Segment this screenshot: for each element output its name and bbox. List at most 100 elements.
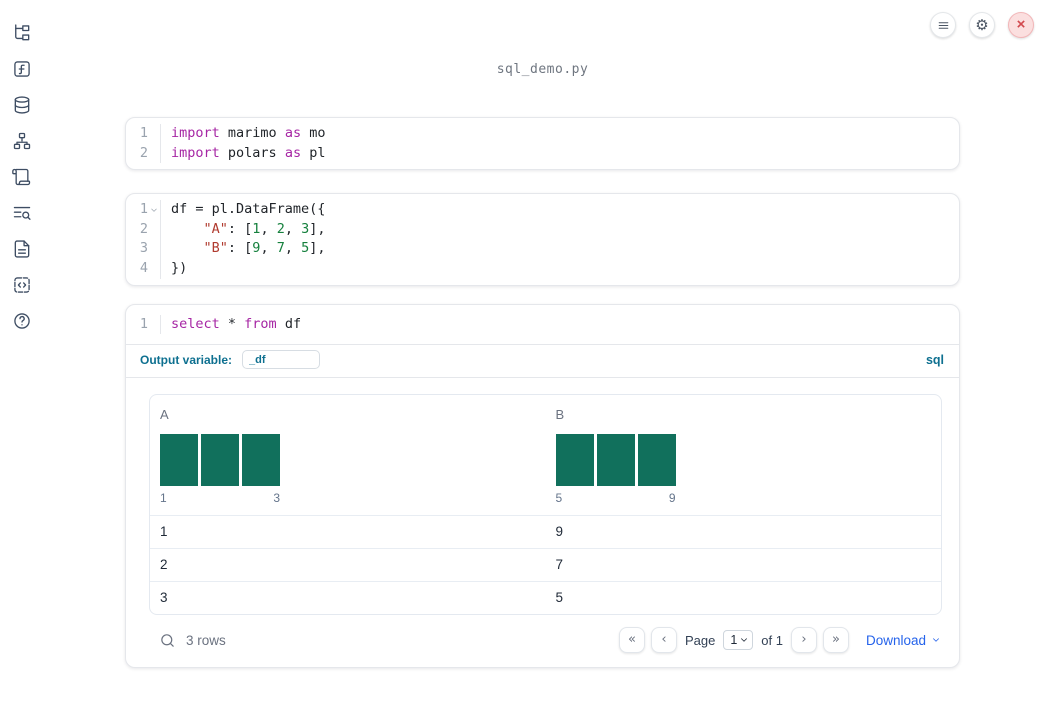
line-number-gutter: 2: [126, 219, 161, 240]
search-button[interactable]: [159, 632, 176, 649]
histogram-bar: [201, 434, 239, 487]
table-cell: 7: [555, 557, 564, 573]
line-number-gutter: 3: [126, 239, 161, 259]
code-line[interactable]: 2 "A": [1, 2, 3],: [126, 219, 959, 240]
chevron-down-icon: [741, 638, 748, 642]
sidebar-item-help[interactable]: [12, 311, 32, 331]
document-icon: [14, 240, 30, 258]
file-tree-icon: [15, 24, 30, 41]
settings-button[interactable]: ⚙: [969, 12, 995, 38]
sidebar-item-logs[interactable]: [12, 167, 32, 187]
network-icon: [13, 132, 31, 150]
code-line[interactable]: 2 import polars as pl: [126, 143, 959, 164]
pagination: « ‹ Page 1 of 1 › »: [618, 627, 849, 654]
prev-page-button[interactable]: ‹: [650, 627, 677, 654]
row-count: 3 rows: [186, 632, 226, 648]
table-cell: 2: [160, 557, 168, 573]
first-page-button[interactable]: «: [618, 627, 645, 654]
notebook-filename: sql_demo.py: [496, 62, 589, 77]
sidebar-item-outline-search[interactable]: [12, 203, 32, 223]
column-name: B: [555, 407, 565, 423]
scroll-icon: [12, 168, 31, 186]
code-block-icon: [14, 277, 30, 293]
close-icon: ×: [1016, 16, 1026, 33]
code-editor[interactable]: 1 df = pl.DataFrame({2 "A": [1, 2, 3], 3 "…: [126, 194, 959, 284]
line-number-gutter: 2: [126, 143, 161, 164]
histogram-bar: [555, 434, 594, 487]
language-badge: sql: [925, 352, 944, 367]
download-label: Download: [865, 632, 926, 648]
last-page-icon: »: [831, 631, 840, 647]
search-icon: [161, 633, 174, 647]
sidebar-item-dependency-graph[interactable]: [12, 131, 32, 151]
output-variable-label: Output variable:: [140, 352, 233, 367]
notebook-menu-button[interactable]: [930, 12, 956, 38]
code-cell-dataframe[interactable]: 1 df = pl.DataFrame({2 "A": [1, 2, 3], 3 "…: [125, 193, 960, 286]
fold-toggle-icon[interactable]: [148, 200, 160, 220]
page-label: Page: [684, 632, 716, 648]
table-cell: 1: [160, 524, 168, 540]
page-select[interactable]: 1: [723, 630, 754, 651]
database-icon: [14, 96, 30, 114]
code-line[interactable]: 1 import marimo as mo: [126, 124, 959, 144]
code-cell-imports[interactable]: 1 import marimo as mo 2 import polars as pl: [125, 117, 960, 171]
page-total-label: of 1: [761, 632, 783, 648]
notebook-actions: ⚙ ×: [930, 12, 1034, 38]
output-variable-input[interactable]: [242, 350, 321, 370]
column-name: A: [160, 407, 169, 423]
function-icon: [14, 61, 30, 77]
page-select-value: 1: [730, 633, 738, 648]
sidebar-item-documentation[interactable]: [12, 239, 32, 259]
histogram-bar: [637, 434, 676, 487]
sidebar-item-datasources[interactable]: [12, 95, 32, 115]
hamburger-menu-icon: [938, 21, 948, 29]
histogram-max: 3: [273, 491, 280, 506]
help-circle-icon: [14, 313, 30, 329]
download-button[interactable]: Download: [866, 633, 941, 648]
code-line[interactable]: 1 df = pl.DataFrame({: [126, 200, 959, 220]
sql-editor[interactable]: 1 select * from df: [126, 305, 959, 346]
code-line[interactable]: 4}): [126, 258, 959, 279]
first-page-icon: «: [627, 631, 636, 647]
histogram-bar: [160, 434, 198, 487]
histogram-bar: [242, 434, 280, 487]
code-line[interactable]: 1 select * from df: [126, 314, 959, 335]
table-toolbar: 3 rows « ‹ Page 1 of 1 › » Download: [149, 625, 942, 655]
notebook-main: sql_demo.py 1 import marimo as mo 2 import …: [125, 0, 960, 669]
table-cell: 5: [555, 590, 564, 606]
chevron-down-icon: [933, 638, 939, 642]
line-number-gutter: 1: [126, 124, 161, 144]
table-cell: 3: [160, 590, 168, 606]
code-editor[interactable]: 1 import marimo as mo 2 import polars as pl: [126, 118, 959, 169]
next-page-icon: ›: [801, 631, 807, 647]
shutdown-button[interactable]: ×: [1008, 12, 1034, 38]
histogram-max: 9: [668, 491, 676, 506]
table-cell: 9: [555, 524, 564, 540]
line-number-gutter: 1: [126, 314, 161, 335]
sidebar-item-file-explorer[interactable]: [12, 23, 32, 43]
sidebar-panel: [0, 0, 44, 713]
sql-cell-footer: Output variable: sql: [126, 345, 959, 379]
last-page-button[interactable]: »: [822, 627, 849, 654]
column-histogram: [160, 434, 536, 487]
code-line[interactable]: 3 "B": [9, 7, 5],: [126, 239, 959, 259]
sidebar-item-variables[interactable]: [12, 59, 32, 79]
next-page-button[interactable]: ›: [790, 627, 817, 654]
histogram-min: 5: [555, 491, 563, 506]
histogram-min: 1: [160, 491, 167, 506]
sidebar-item-snippets[interactable]: [12, 275, 32, 295]
prev-page-icon: ‹: [661, 631, 667, 647]
text-search-icon: [13, 206, 31, 220]
line-number-gutter: 4: [126, 258, 161, 279]
